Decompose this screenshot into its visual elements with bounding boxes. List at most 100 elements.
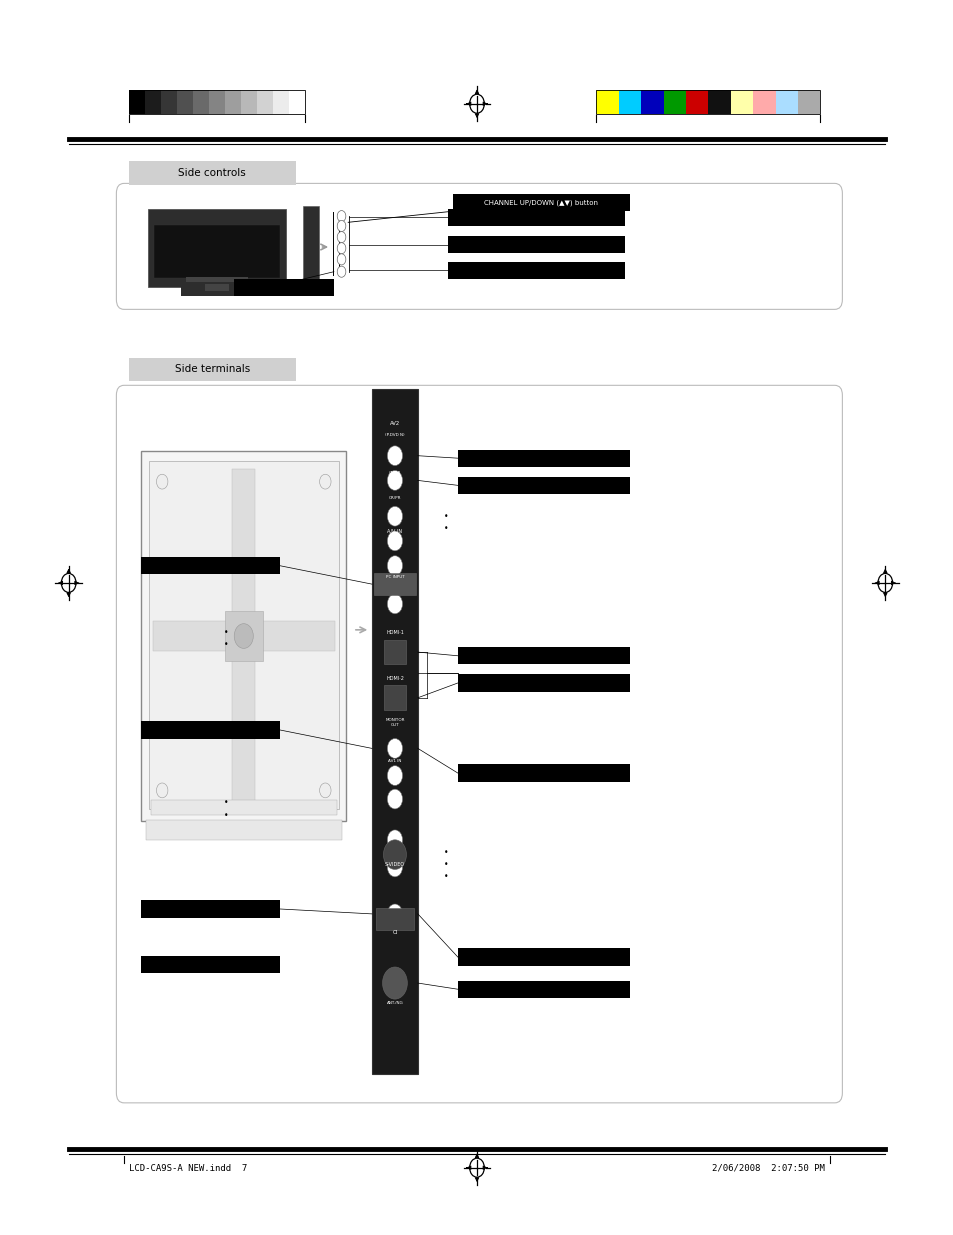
Bar	[383, 685, 406, 710]
Bar	[233, 469, 255, 803]
Text: Side terminals: Side terminals	[174, 364, 250, 374]
Text: A/V IN: A/V IN	[387, 529, 402, 534]
Bar	[225, 90, 241, 115]
Bar	[457, 477, 629, 494]
Circle shape	[387, 973, 402, 993]
Bar	[141, 956, 279, 973]
Circle shape	[387, 531, 402, 551]
Text: AV1 IN: AV1 IN	[388, 758, 401, 763]
Text: HDMI·2: HDMI·2	[386, 676, 403, 680]
Circle shape	[387, 766, 402, 785]
Text: •: •	[224, 810, 228, 820]
Bar	[457, 674, 629, 692]
Circle shape	[336, 221, 345, 232]
Text: •: •	[224, 627, 228, 637]
Bar	[146, 820, 341, 840]
Text: •: •	[444, 860, 448, 869]
Circle shape	[336, 211, 345, 222]
Bar	[797, 90, 820, 115]
Bar	[233, 279, 334, 296]
Bar	[448, 209, 624, 226]
Bar	[176, 90, 193, 115]
Circle shape	[387, 830, 402, 850]
Bar	[775, 90, 797, 115]
Bar	[148, 209, 286, 287]
Circle shape	[387, 446, 402, 466]
Circle shape	[336, 231, 345, 242]
Bar	[375, 908, 414, 930]
Circle shape	[387, 594, 402, 614]
Text: •: •	[444, 511, 448, 521]
Bar	[457, 647, 629, 664]
Circle shape	[336, 253, 345, 264]
Text: LCD-CA9S-A NEW.indd  7: LCD-CA9S-A NEW.indd 7	[129, 1163, 247, 1173]
Bar	[448, 236, 624, 253]
Bar	[141, 900, 279, 918]
Text: •: •	[224, 640, 228, 650]
Bar	[161, 90, 176, 115]
Bar	[453, 194, 629, 211]
Bar	[129, 162, 295, 184]
Bar	[186, 277, 248, 282]
Bar	[457, 450, 629, 467]
Bar	[289, 90, 305, 115]
Bar	[209, 90, 225, 115]
Text: 2/06/2008  2:07:50 PM: 2/06/2008 2:07:50 PM	[712, 1163, 824, 1173]
Circle shape	[382, 967, 407, 999]
Bar	[149, 461, 338, 809]
Bar	[273, 90, 289, 115]
Text: •: •	[224, 798, 228, 808]
Circle shape	[387, 739, 402, 758]
Circle shape	[387, 642, 402, 662]
Bar	[618, 90, 640, 115]
Bar	[448, 262, 624, 279]
Bar	[129, 358, 295, 380]
Text: ANT./NG: ANT./NG	[386, 1000, 403, 1005]
Text: CI: CI	[392, 930, 397, 935]
Bar	[225, 611, 263, 661]
Bar	[141, 557, 279, 574]
Circle shape	[336, 242, 345, 253]
Bar	[372, 389, 417, 1074]
Bar	[129, 90, 305, 115]
Bar	[304, 278, 317, 289]
Text: HDMI·1: HDMI·1	[386, 630, 403, 635]
Bar	[145, 90, 161, 115]
Circle shape	[383, 840, 406, 869]
FancyBboxPatch shape	[116, 184, 841, 310]
Circle shape	[156, 783, 168, 798]
Circle shape	[234, 624, 253, 648]
Bar	[663, 90, 685, 115]
Bar	[193, 90, 209, 115]
Circle shape	[387, 688, 402, 708]
Circle shape	[387, 471, 402, 490]
Circle shape	[387, 789, 402, 809]
Bar	[457, 981, 629, 998]
Bar	[141, 451, 346, 821]
Circle shape	[387, 857, 402, 877]
Bar	[596, 90, 618, 115]
FancyBboxPatch shape	[116, 385, 841, 1103]
Bar	[457, 764, 629, 782]
Bar	[152, 621, 335, 651]
Text: CB/PB: CB/PB	[388, 471, 401, 475]
Text: PC INPUT: PC INPUT	[385, 574, 404, 579]
Bar	[707, 90, 730, 115]
Circle shape	[387, 904, 402, 924]
Text: Side controls: Side controls	[178, 168, 246, 178]
Text: •: •	[444, 524, 448, 534]
Bar	[153, 225, 280, 278]
Text: S-VIDEO: S-VIDEO	[384, 862, 405, 867]
Bar	[383, 640, 406, 664]
Circle shape	[156, 474, 168, 489]
Circle shape	[387, 506, 402, 526]
Bar	[241, 90, 257, 115]
Bar	[257, 90, 273, 115]
Text: AV2: AV2	[390, 421, 399, 426]
Bar	[730, 90, 752, 115]
Text: CR/PR: CR/PR	[388, 495, 401, 500]
Text: CHANNEL UP/DOWN (▲▼) button: CHANNEL UP/DOWN (▲▼) button	[484, 199, 598, 206]
Bar	[129, 90, 145, 115]
Bar	[181, 284, 253, 296]
Circle shape	[319, 474, 331, 489]
